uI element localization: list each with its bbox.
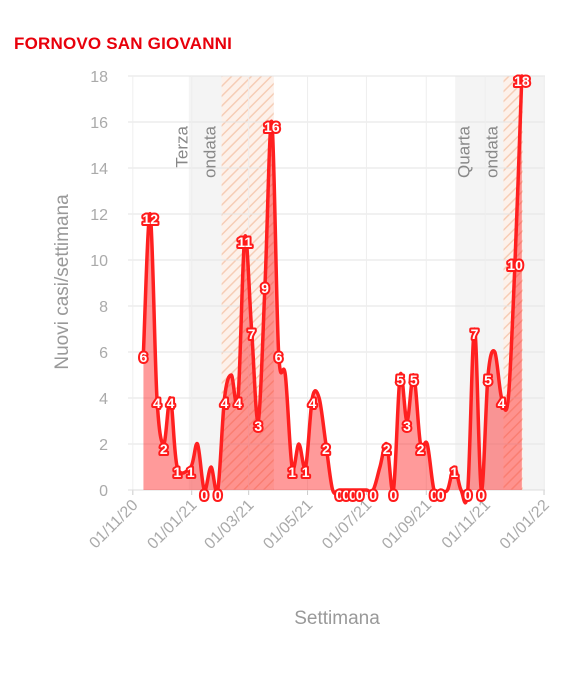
data-label: 2 xyxy=(322,441,330,457)
y-tick-label: 18 xyxy=(90,69,108,86)
x-tick-label: 01/03/21 xyxy=(201,497,257,553)
data-label: 1 xyxy=(302,464,310,480)
data-label: 3 xyxy=(254,418,262,434)
y-tick-label: 4 xyxy=(99,391,108,408)
data-label: 1 xyxy=(173,464,181,480)
data-label: 2 xyxy=(160,441,168,457)
x-tick-label: 01/01/22 xyxy=(497,497,553,553)
data-label: 4 xyxy=(221,395,229,411)
data-label: 1 xyxy=(450,464,458,480)
data-label: 0 xyxy=(335,487,343,503)
y-tick-label: 6 xyxy=(99,345,108,362)
x-tick-label: 01/11/20 xyxy=(86,497,141,552)
y-tick-label: 10 xyxy=(90,253,108,270)
x-tick-label: 01/07/21 xyxy=(319,497,375,553)
data-label: 2 xyxy=(417,441,425,457)
data-label: 18 xyxy=(514,73,530,89)
data-label: 3 xyxy=(403,418,411,434)
data-label: 0 xyxy=(430,487,438,503)
chart-title: FORNOVO SAN GIOVANNI xyxy=(14,34,233,53)
data-label: 1 xyxy=(187,464,195,480)
data-label: 4 xyxy=(167,395,175,411)
data-label: 0 xyxy=(390,487,398,503)
wave-annotation-line: ondata xyxy=(482,125,501,178)
data-label: 0 xyxy=(356,487,364,503)
data-label: 12 xyxy=(142,211,158,227)
y-tick-label: 8 xyxy=(99,299,108,316)
wave-annotations: Terza ondata Quarta ondata xyxy=(173,125,502,178)
x-tick-label: 01/09/21 xyxy=(379,497,435,553)
data-label: 10 xyxy=(507,257,523,273)
data-label: 4 xyxy=(498,395,506,411)
data-label: 0 xyxy=(200,487,208,503)
y-tick-label: 0 xyxy=(99,483,108,500)
y-tick-label: 16 xyxy=(90,115,108,132)
data-label: 11 xyxy=(237,234,252,250)
data-label: 0 xyxy=(214,487,222,503)
data-area xyxy=(141,74,524,505)
data-label: 7 xyxy=(248,326,256,342)
data-label: 4 xyxy=(234,395,242,411)
wave-annotation-line: ondata xyxy=(201,125,220,178)
data-label: 4 xyxy=(308,395,316,411)
x-tick-label: 01/01/21 xyxy=(144,497,200,553)
data-label: 16 xyxy=(264,119,280,135)
data-label: 0 xyxy=(464,487,472,503)
data-label: 1 xyxy=(288,464,296,480)
x-tick-label: 01/05/21 xyxy=(260,497,316,553)
data-label: 0 xyxy=(342,487,350,503)
data-label: 0 xyxy=(477,487,485,503)
wave-annotation: Terza ondata xyxy=(173,125,220,178)
y-tick-label: 14 xyxy=(90,161,108,178)
data-label: 6 xyxy=(275,349,283,365)
y-tick-label: 12 xyxy=(90,207,108,224)
data-label: 9 xyxy=(261,280,269,296)
wave-annotation: Quarta ondata xyxy=(454,125,501,178)
data-label: 0 xyxy=(369,487,377,503)
data-label: 2 xyxy=(383,441,391,457)
data-label: 0 xyxy=(437,487,445,503)
wave-annotation-line: Quarta xyxy=(454,125,473,178)
data-label: 6 xyxy=(140,349,148,365)
data-label: 4 xyxy=(153,395,161,411)
data-label: 5 xyxy=(396,372,404,388)
y-tick-label: 2 xyxy=(99,437,108,454)
series-line xyxy=(141,74,524,505)
y-axis-title: Nuovi casi/settimana xyxy=(52,194,73,370)
wave-annotation-line: Terza xyxy=(173,125,192,167)
x-tick-label: 01/11/21 xyxy=(439,497,494,552)
data-label: 5 xyxy=(484,372,492,388)
data-label: 0 xyxy=(349,487,357,503)
x-axis-title: Settimana xyxy=(294,608,380,629)
data-label: 7 xyxy=(471,326,479,342)
data-label: 5 xyxy=(410,372,418,388)
